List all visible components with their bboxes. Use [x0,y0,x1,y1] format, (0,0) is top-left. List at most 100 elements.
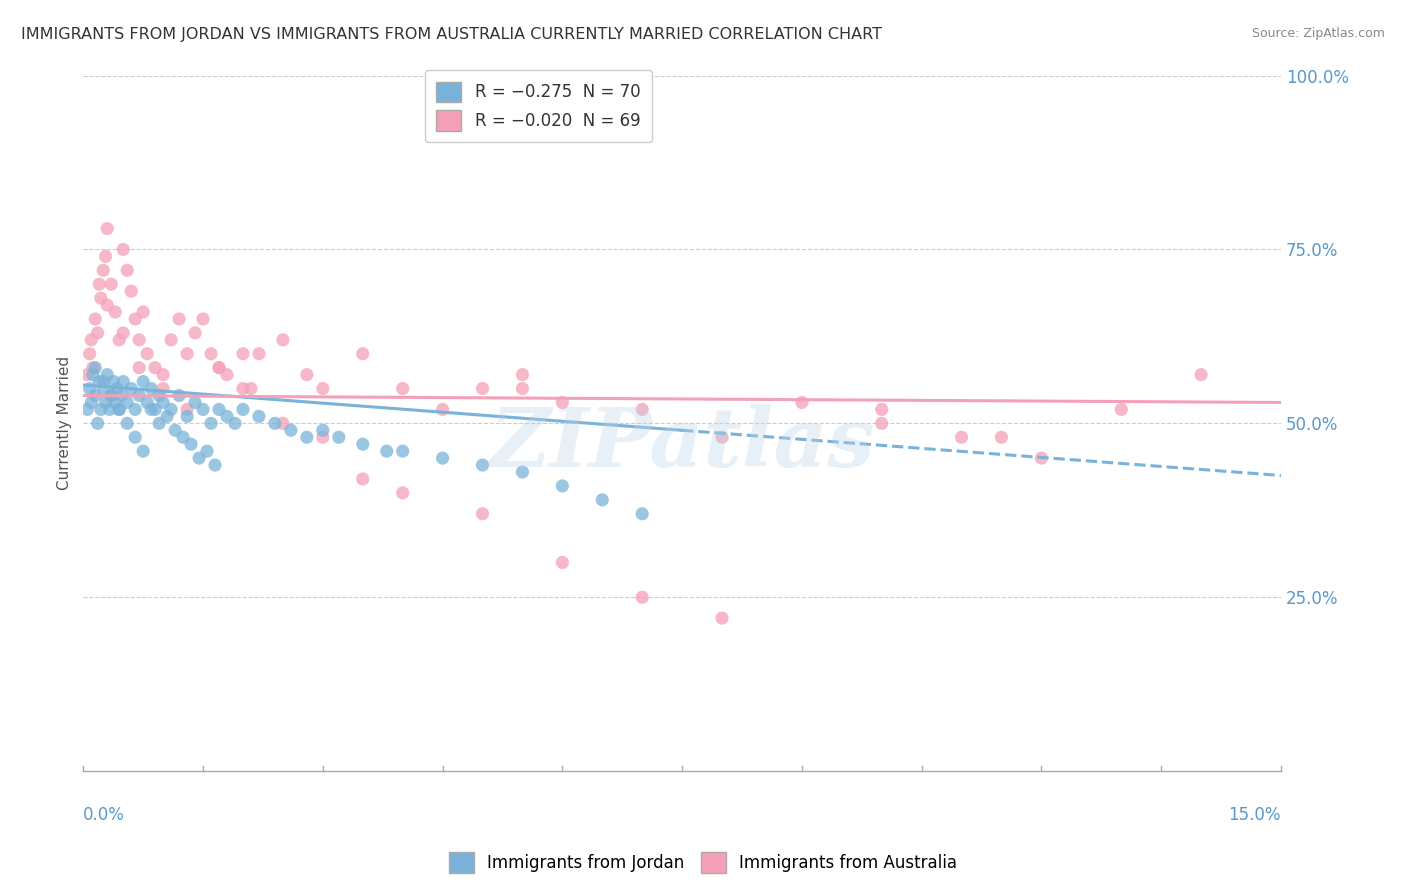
Point [115,417,138,431]
Text: IMMIGRANTS FROM JORDAN VS IMMIGRANTS FROM AUSTRALIA CURRENTLY MARRIED CORRELATIO: IMMIGRANTS FROM JORDAN VS IMMIGRANTS FRO… [21,27,882,42]
Point [100,277,122,292]
Point [184,395,207,409]
Point [100,388,122,402]
Point [148,388,170,402]
Point [711,430,734,444]
Point [195,444,218,458]
Point [271,333,294,347]
Point [86,417,108,431]
Point [82,368,104,382]
Point [391,382,413,396]
Point [176,347,198,361]
Point [551,556,574,570]
Point [148,417,170,431]
Point [80,395,103,409]
Point [84,388,107,402]
Point [91,382,114,396]
Point [94,395,117,409]
Point [110,388,132,402]
Point [215,409,238,424]
Point [132,305,155,319]
Point [790,395,813,409]
Point [91,263,114,277]
Point [128,388,150,402]
Point [990,430,1012,444]
Point [136,347,159,361]
Point [551,395,574,409]
Point [84,312,107,326]
Point [471,458,494,472]
Point [89,375,111,389]
Point [90,402,112,417]
Text: 0.0%: 0.0% [83,805,125,824]
Point [112,326,135,340]
Point [200,417,222,431]
Point [80,333,103,347]
Point [128,360,150,375]
Point [94,249,117,263]
Point [328,430,350,444]
Point [188,451,211,466]
Point [352,347,374,361]
Point [215,368,238,382]
Point [124,312,146,326]
Point [551,479,574,493]
Point [1031,451,1053,466]
Point [152,382,174,396]
Point [352,472,374,486]
Text: 15.0%: 15.0% [1229,805,1281,824]
Point [631,507,654,521]
Point [115,263,138,277]
Text: Source: ZipAtlas.com: Source: ZipAtlas.com [1251,27,1385,40]
Point [167,388,190,402]
Point [120,284,142,298]
Point [79,382,101,396]
Point [432,402,454,417]
Point [631,402,654,417]
Point [115,395,138,409]
Point [112,375,135,389]
Point [471,507,494,521]
Point [191,402,214,417]
Point [180,437,202,451]
Point [91,375,114,389]
Point [90,291,112,305]
Point [711,611,734,625]
Point [232,402,254,417]
Point [167,312,190,326]
Point [232,347,254,361]
Point [84,360,107,375]
Point [160,333,183,347]
Point [432,451,454,466]
Point [208,360,231,375]
Point [103,375,125,389]
Point [391,486,413,500]
Point [160,402,183,417]
Point [98,402,121,417]
Point [176,402,198,417]
Point [156,409,179,424]
Point [295,430,318,444]
Y-axis label: Currently Married: Currently Married [58,356,72,491]
Point [471,382,494,396]
Point [108,402,131,417]
Point [512,382,534,396]
Point [96,368,118,382]
Point [132,375,155,389]
Point [512,368,534,382]
Point [96,298,118,312]
Point [128,333,150,347]
Point [104,305,127,319]
Legend: R = −0.275  N = 70, R = −0.020  N = 69: R = −0.275 N = 70, R = −0.020 N = 69 [425,70,652,143]
Point [176,409,198,424]
Point [141,382,163,396]
Point [136,395,159,409]
Point [120,382,142,396]
Point [141,402,163,417]
Point [280,423,302,437]
Point [165,423,187,437]
Point [224,417,246,431]
Point [104,395,127,409]
Point [82,360,104,375]
Point [208,360,231,375]
